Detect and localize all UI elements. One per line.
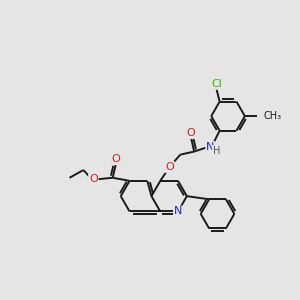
Text: O: O [165,162,174,172]
Text: N: N [206,142,214,152]
Text: H: H [213,146,220,156]
Text: O: O [111,154,120,164]
Text: Cl: Cl [211,79,222,89]
Text: O: O [187,128,196,138]
Text: CH₃: CH₃ [263,111,281,121]
Text: O: O [89,174,98,184]
Text: N: N [174,206,182,217]
